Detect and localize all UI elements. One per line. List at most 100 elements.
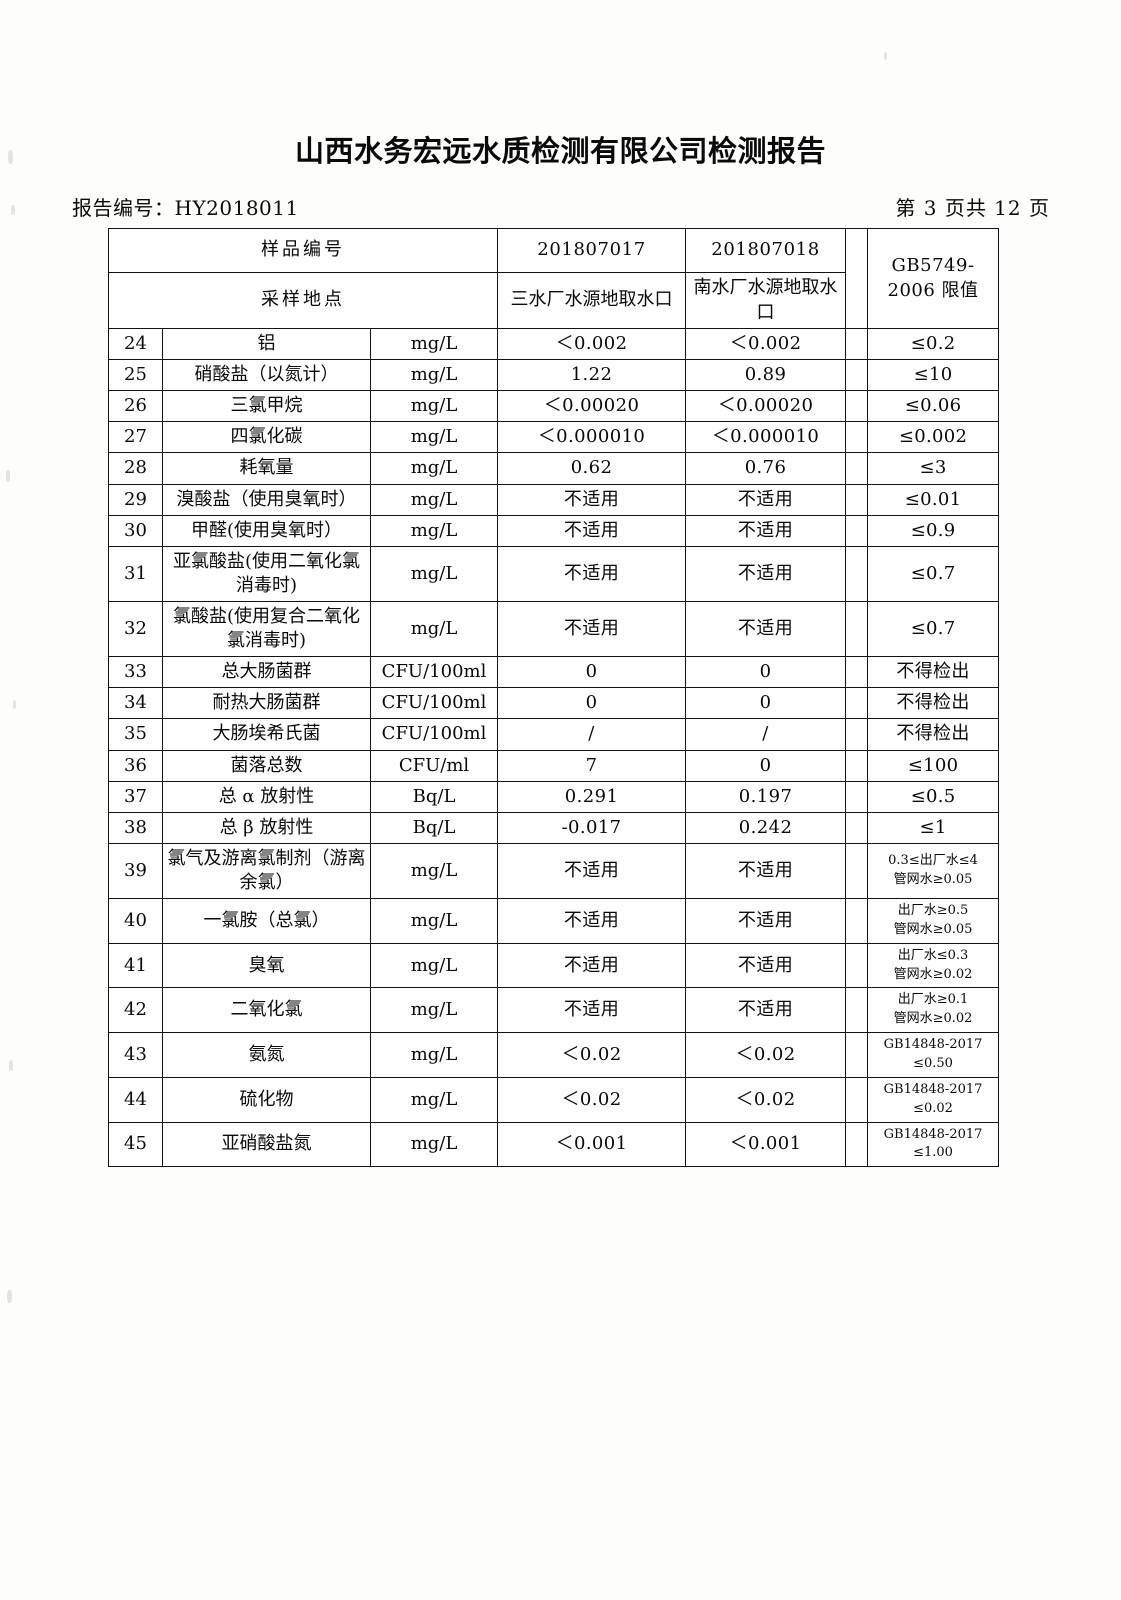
parameter-unit: mg/L: [369, 942, 499, 989]
parameter-unit: mg/L: [369, 421, 499, 454]
sample-2-value: ＜0.000010: [685, 421, 847, 454]
parameter-name: 四氯化碳: [162, 421, 371, 454]
spacer-cell: [845, 545, 869, 602]
parameter-name: 氨氮: [162, 1032, 371, 1078]
sample-1-value: 不适用: [497, 483, 687, 516]
table-row: 26 三氯甲烷 mg/L ＜0.00020 ＜0.00020 ≤0.06: [108, 390, 1000, 423]
parameter-unit: mg/L: [369, 327, 499, 361]
table-row: 25 硝酸盐（以氮计） mg/L 1.22 0.89 ≤10: [108, 359, 1000, 392]
parameter-name: 一氯胺（总氯）: [162, 898, 371, 944]
sample-1-value: -0.017: [497, 811, 687, 844]
row-index: 25: [108, 359, 163, 392]
row-index: 44: [108, 1076, 163, 1123]
standard-limit-value: GB14848-2017 ≤1.00: [867, 1121, 1000, 1168]
row-index: 43: [108, 1032, 163, 1078]
sample-2-value: 不适用: [685, 842, 847, 900]
spacer-cell: [845, 514, 869, 547]
parameter-unit: Bq/L: [369, 811, 499, 844]
standard-limit-value: ≤0.9: [867, 514, 1000, 547]
spacer-cell: [845, 942, 869, 989]
spacer-cell: [845, 228, 869, 329]
table-row: 39 氯气及游离氯制剂（游离余氯） mg/L 不适用 不适用 0.3≤出厂水≤4 管网水≥0…: [108, 842, 1000, 900]
standard-line: 管网水≥0.05: [893, 871, 973, 887]
table-row: 36 菌落总数 CFU/ml 7 0 ≤100: [108, 749, 1000, 782]
sample-1-value: 7: [497, 749, 687, 782]
parameter-unit: mg/L: [369, 987, 499, 1034]
standard-limit-value: ≤0.5: [867, 780, 1000, 813]
spacer-cell: [845, 811, 869, 844]
table-row: 30 甲醛(使用臭氧时） mg/L 不适用 不适用 ≤0.9: [108, 514, 1000, 547]
parameter-name: 亚硝酸盐氮: [162, 1121, 371, 1168]
table-row: 38 总 β 放射性 Bq/L -0.017 0.242 ≤1: [108, 811, 1000, 844]
standard-line: 管网水≥0.02: [893, 1011, 973, 1027]
parameter-name: 菌落总数: [162, 749, 371, 782]
row-index: 40: [108, 898, 163, 944]
row-index: 27: [108, 421, 163, 454]
table-row: 33 总大肠菌群 CFU/100ml 0 0 不得检出: [108, 656, 1000, 689]
standard-limit-value: GB14848-2017 ≤0.02: [867, 1076, 1000, 1123]
standard-limit-value: ≤0.01: [867, 483, 1000, 516]
standard-limit-value: ≤1: [867, 811, 1000, 844]
sample-1-value: 不适用: [497, 545, 687, 602]
sample-1-value: ＜0.000010: [497, 421, 687, 454]
sample-2-value: ＜0.02: [685, 1076, 847, 1123]
spacer-cell: [845, 390, 869, 423]
row-index: 42: [108, 987, 163, 1034]
parameter-name: 铝: [162, 327, 371, 361]
parameter-name: 二氧化氯: [162, 987, 371, 1034]
sample-2-value: ＜0.001: [685, 1121, 847, 1168]
header-site-1: 三水厂水源地取水口: [497, 272, 687, 329]
spacer-cell: [845, 483, 869, 516]
page-number: 第 3 页共 12 页: [895, 196, 1050, 220]
spacer-cell: [845, 842, 869, 900]
parameter-unit: mg/L: [369, 452, 499, 485]
spacer-cell: [845, 898, 869, 944]
sample-2-value: ＜0.02: [685, 1032, 847, 1078]
standard-line: ≤0.50: [913, 1055, 953, 1071]
sample-1-value: 1.22: [497, 359, 687, 392]
table-row: 40 一氯胺（总氯） mg/L 不适用 不适用 出厂水≥0.5 管网水≥0.05: [108, 898, 1000, 944]
sample-2-value: 不适用: [685, 545, 847, 602]
sample-1-value: ＜0.02: [497, 1076, 687, 1123]
row-index: 33: [108, 656, 163, 689]
sample-2-value: 不适用: [685, 987, 847, 1034]
standard-limit-value: ≤0.7: [867, 600, 1000, 658]
spacer-cell: [845, 718, 869, 751]
row-index: 39: [108, 842, 163, 900]
sample-2-value: 0: [685, 749, 847, 782]
standard-line: 出厂水≥0.1: [897, 992, 969, 1008]
parameter-name: 耗氧量: [162, 452, 371, 485]
standard-limit-value: ≤3: [867, 452, 1000, 485]
header-sample-2: 201807018: [685, 228, 847, 273]
standard-limit-value: GB14848-2017 ≤0.50: [867, 1032, 1000, 1078]
sample-1-value: 0.62: [497, 452, 687, 485]
standard-line: 管网水≥0.05: [893, 921, 973, 937]
parameter-name: 总 β 放射性: [162, 811, 371, 844]
sample-1-value: ＜0.001: [497, 1121, 687, 1168]
parameter-unit: mg/L: [369, 1032, 499, 1078]
spacer-cell: [845, 780, 869, 813]
sample-1-value: 不适用: [497, 942, 687, 989]
report-number: 报告编号：HY2018011: [72, 196, 299, 220]
spacer-cell: [845, 1121, 869, 1168]
parameter-name: 臭氧: [162, 942, 371, 989]
parameter-unit: CFU/100ml: [369, 718, 499, 751]
results-table-wrapper: 样品编号 201807017 201807018 GB5749- 2006 限值…: [107, 228, 1000, 1168]
sample-1-value: 不适用: [497, 514, 687, 547]
row-index: 31: [108, 545, 163, 602]
sample-2-value: 0.76: [685, 452, 847, 485]
sample-1-value: 不适用: [497, 600, 687, 658]
parameter-unit: mg/L: [369, 359, 499, 392]
sample-2-value: 0: [685, 687, 847, 720]
row-index: 36: [108, 749, 163, 782]
parameter-name: 硝酸盐（以氮计）: [162, 359, 371, 392]
spacer-cell: [845, 1076, 869, 1123]
header-standard-limit: GB5749- 2006 限值: [867, 228, 1000, 329]
page-title: 山西水务宏远水质检测有限公司检测报告: [294, 134, 826, 168]
spacer-cell: [845, 656, 869, 689]
spacer-cell: [845, 1032, 869, 1078]
parameter-unit: CFU/100ml: [369, 656, 499, 689]
parameter-unit: mg/L: [369, 842, 499, 900]
table-row: 28 耗氧量 mg/L 0.62 0.76 ≤3: [108, 452, 1000, 485]
